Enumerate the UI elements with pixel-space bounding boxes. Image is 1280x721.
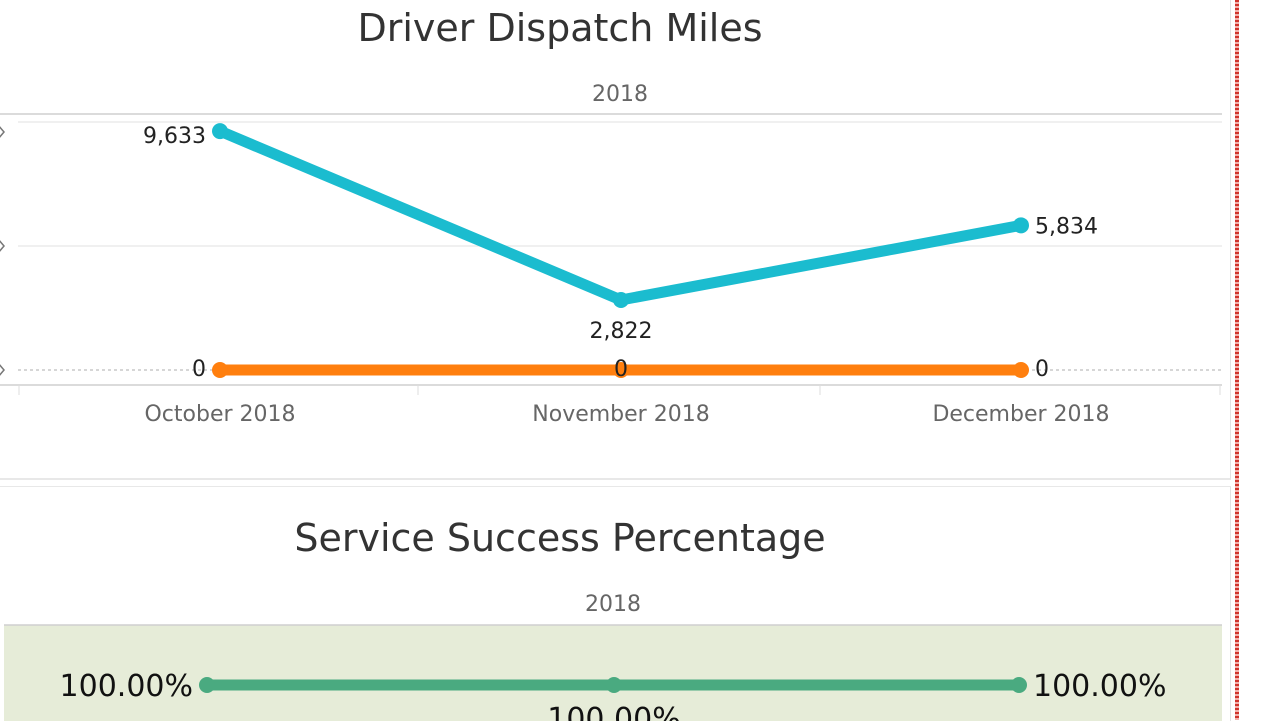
y-axis-tick-mark xyxy=(0,126,5,138)
data-point xyxy=(606,677,622,693)
data-point xyxy=(1013,362,1029,378)
data-label: 100.00% xyxy=(547,702,680,721)
data-label: 100.00% xyxy=(60,669,193,704)
data-label: 9,633 xyxy=(143,124,206,149)
data-point xyxy=(199,677,215,693)
service-success-chart: 100.00% 100.00% 100.00% xyxy=(4,624,1222,721)
data-label: 0 xyxy=(1035,357,1049,382)
x-tick-label: December 2018 xyxy=(932,402,1109,427)
data-label: 100.00% xyxy=(1033,669,1166,704)
chart-subtitle: 2018 xyxy=(585,592,641,617)
series-line xyxy=(214,125,1027,306)
chart-subtitle: 2018 xyxy=(592,82,648,107)
dispatch-miles-chart: October 2018 November 2018 December 2018 9,… xyxy=(0,113,1222,427)
data-point xyxy=(613,362,629,378)
y-axis-tick-mark xyxy=(0,240,5,252)
service-success-panel: 100.00% 100.00% 100.00% xyxy=(0,486,1231,721)
reference-band xyxy=(4,625,1222,721)
data-label: 0 xyxy=(614,357,628,382)
selection-border xyxy=(1235,0,1239,720)
y-axis-tick-mark xyxy=(0,364,5,376)
data-point xyxy=(1011,677,1027,693)
data-point xyxy=(613,292,629,309)
x-tick-label: October 2018 xyxy=(144,402,295,427)
data-label: 2,822 xyxy=(590,319,653,344)
data-point xyxy=(212,123,228,140)
data-label: 5,834 xyxy=(1035,214,1098,239)
data-point xyxy=(1013,217,1029,234)
chart-title: Service Success Percentage xyxy=(294,516,826,560)
driver-dispatch-miles-panel: Driver Dispatch Miles 2018 October 2018 N… xyxy=(0,0,1231,480)
data-label: 0 xyxy=(192,357,206,382)
chart-title: Driver Dispatch Miles xyxy=(357,6,763,50)
data-point xyxy=(212,362,228,378)
x-tick-label: November 2018 xyxy=(532,402,709,427)
